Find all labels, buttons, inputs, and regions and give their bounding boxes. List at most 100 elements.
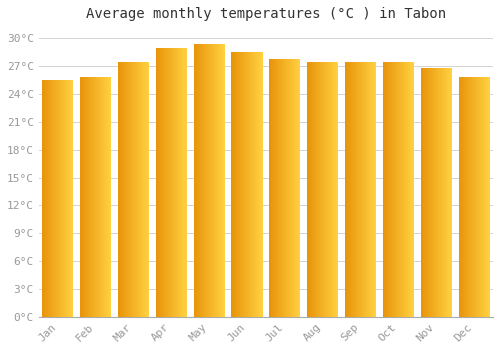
Bar [168, 48, 169, 317]
Bar [248, 52, 249, 317]
Bar [276, 59, 277, 317]
Bar [121, 62, 122, 317]
Bar [321, 62, 322, 317]
Bar [347, 62, 348, 317]
Bar [234, 52, 235, 317]
Bar [314, 62, 316, 317]
Bar [481, 77, 482, 317]
Bar [232, 52, 234, 317]
Bar [105, 77, 106, 317]
Bar [131, 62, 132, 317]
Bar [214, 44, 216, 317]
Bar [49, 80, 50, 317]
Bar [446, 68, 447, 317]
Bar [375, 62, 376, 317]
Bar [204, 44, 205, 317]
Bar [284, 59, 285, 317]
Bar [405, 62, 406, 317]
Bar [180, 48, 181, 317]
Bar [259, 52, 260, 317]
Bar [59, 80, 60, 317]
Bar [411, 62, 412, 317]
Bar [374, 62, 375, 317]
Bar [441, 68, 442, 317]
Bar [72, 80, 74, 317]
Bar [64, 80, 65, 317]
Bar [290, 59, 291, 317]
Bar [385, 62, 386, 317]
Bar [50, 80, 51, 317]
Bar [327, 62, 328, 317]
Bar [489, 77, 490, 317]
Bar [325, 62, 326, 317]
Bar [181, 48, 182, 317]
Bar [239, 52, 240, 317]
Bar [120, 62, 121, 317]
Bar [437, 68, 438, 317]
Bar [70, 80, 71, 317]
Bar [174, 48, 175, 317]
Bar [364, 62, 365, 317]
Bar [365, 62, 366, 317]
Bar [444, 68, 445, 317]
Bar [425, 68, 426, 317]
Bar [119, 62, 120, 317]
Bar [250, 52, 252, 317]
Bar [169, 48, 170, 317]
Bar [474, 77, 476, 317]
Bar [312, 62, 313, 317]
Bar [447, 68, 448, 317]
Bar [56, 80, 57, 317]
Bar [202, 44, 203, 317]
Bar [479, 77, 480, 317]
Bar [145, 62, 146, 317]
Bar [409, 62, 410, 317]
Bar [208, 44, 209, 317]
Bar [108, 77, 109, 317]
Bar [484, 77, 486, 317]
Bar [157, 48, 158, 317]
Bar [465, 77, 466, 317]
Bar [292, 59, 293, 317]
Bar [298, 59, 299, 317]
Bar [328, 62, 329, 317]
Bar [260, 52, 262, 317]
Bar [448, 68, 450, 317]
Bar [133, 62, 134, 317]
Bar [44, 80, 46, 317]
Bar [271, 59, 272, 317]
Bar [332, 62, 334, 317]
Bar [143, 62, 144, 317]
Bar [83, 77, 84, 317]
Bar [430, 68, 432, 317]
Bar [345, 62, 346, 317]
Bar [291, 59, 292, 317]
Bar [170, 48, 172, 317]
Bar [278, 59, 280, 317]
Bar [487, 77, 488, 317]
Bar [354, 62, 355, 317]
Bar [132, 62, 133, 317]
Bar [96, 77, 97, 317]
Bar [110, 77, 111, 317]
Bar [126, 62, 127, 317]
Bar [373, 62, 374, 317]
Bar [468, 77, 469, 317]
Bar [331, 62, 332, 317]
Bar [412, 62, 414, 317]
Bar [324, 62, 325, 317]
Bar [400, 62, 401, 317]
Bar [433, 68, 434, 317]
Bar [164, 48, 165, 317]
Bar [122, 62, 123, 317]
Bar [461, 77, 462, 317]
Bar [100, 77, 101, 317]
Bar [371, 62, 372, 317]
Bar [194, 44, 195, 317]
Bar [212, 44, 213, 317]
Bar [206, 44, 208, 317]
Bar [47, 80, 48, 317]
Bar [68, 80, 69, 317]
Bar [353, 62, 354, 317]
Bar [211, 44, 212, 317]
